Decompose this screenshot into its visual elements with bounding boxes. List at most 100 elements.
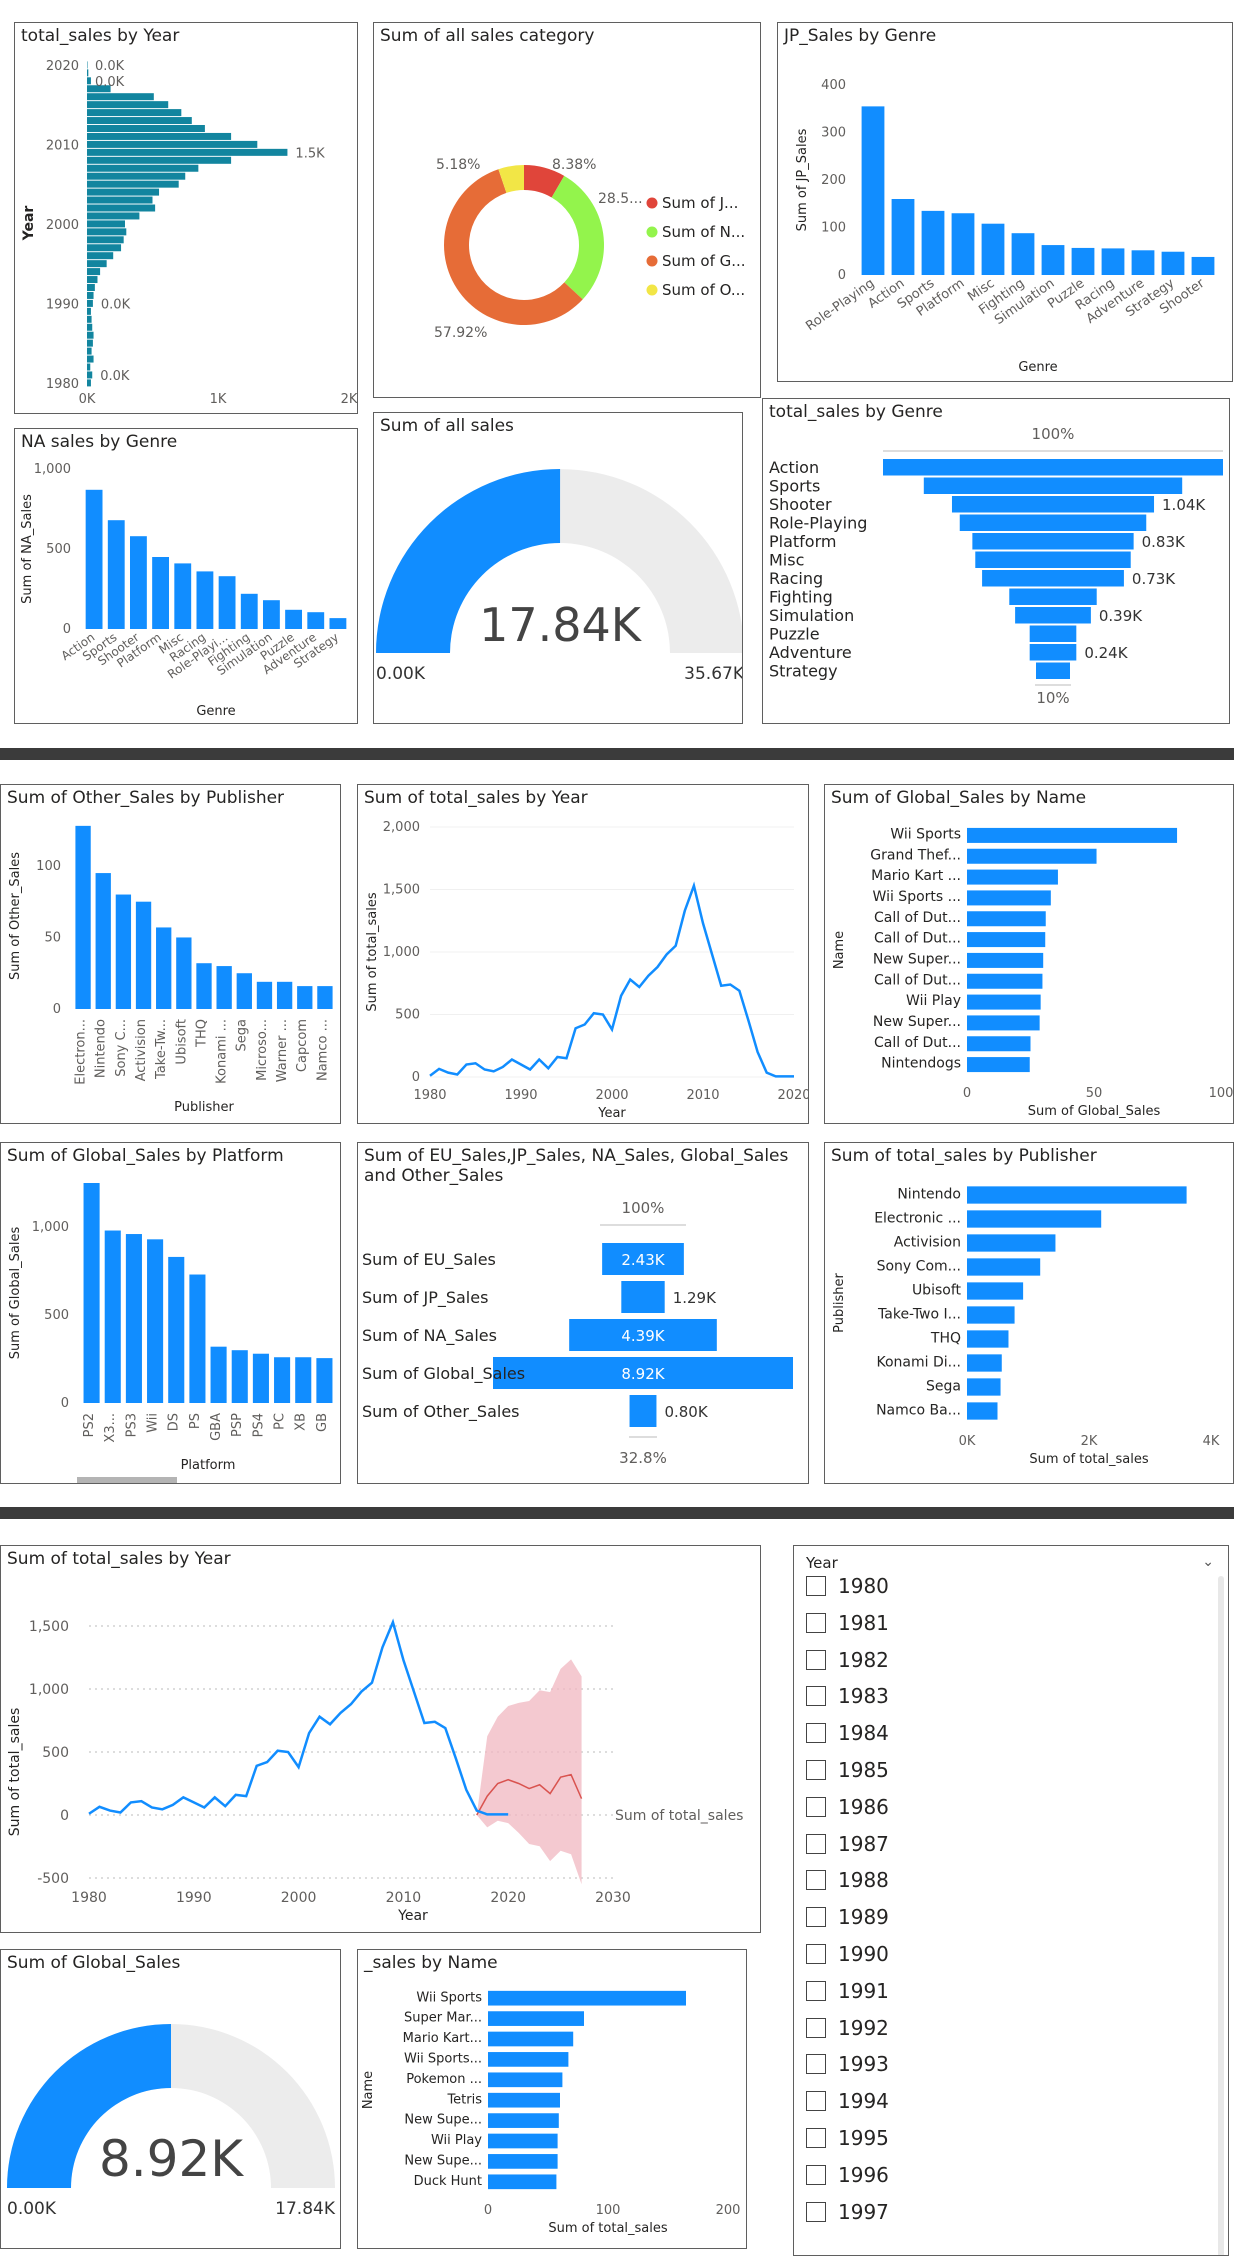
tile-total-sales-by-year-horizontal[interactable]: total_sales by Year 2020 2010 2000 1990 1980… <box>14 22 358 414</box>
tile-sales-category-donut[interactable]: Sum of all sales category 5.18% 8.38% 28.5… <box>373 22 761 398</box>
scrollbar[interactable] <box>1218 1576 1224 2255</box>
data-label: 0.0K <box>101 298 131 313</box>
data-label: 0.0K <box>95 59 125 74</box>
legend-marker <box>646 284 658 296</box>
checkbox[interactable] <box>806 1833 826 1854</box>
checkbox[interactable] <box>806 1612 826 1633</box>
slicer-item[interactable]: 1983 <box>806 1682 889 1710</box>
checkbox[interactable] <box>806 1760 826 1780</box>
bar <box>1101 248 1125 275</box>
tile-sum-all-sales-gauge[interactable]: Sum of all sales 17.84K 0.00K 35.67K <box>373 412 743 724</box>
bar <box>87 93 154 101</box>
tile-na-sales-by-genre[interactable]: NA sales by Genre Action Sports Shooter Pla… <box>14 428 358 724</box>
slicer-item[interactable]: 1996 <box>806 2161 889 2189</box>
x-axis-label: Platform <box>181 1458 236 1473</box>
checkbox[interactable] <box>806 2017 826 2038</box>
bar <box>87 323 93 331</box>
x-tick-label: Ubisoft <box>174 1019 189 1065</box>
funnel-top-pct: 100% <box>622 1199 665 1217</box>
funnel-category-label: Sum of EU_Sales <box>362 1250 496 1270</box>
data-label: 4.39K <box>621 1327 665 1345</box>
section-divider <box>0 1507 1234 1519</box>
slicer-item[interactable]: 1981 <box>806 1609 889 1637</box>
tile-global-sales-gauge[interactable]: Sum of Global_Sales 8.92K 0.00K 17.84K <box>0 1949 341 2249</box>
chart-sales-category-donut: 5.18% 8.38% 28.5... 57.92% Sum of J... Sum of… <box>434 157 746 341</box>
tile-global-sales-by-platform[interactable]: Sum of Global_Sales by Platform PS2 X3...… <box>0 1142 341 1484</box>
y-tick-label: -500 <box>37 1871 69 1887</box>
slicer-item[interactable]: 1989 <box>806 1903 889 1931</box>
chevron-down-icon[interactable]: ⌄ <box>1202 1554 1214 1570</box>
tile-total-sales-by-year-line[interactable]: Sum of total_sales by Year 2,000 1,500 1,0… <box>357 784 809 1124</box>
legend-label: Sum of O... <box>662 281 745 299</box>
bar <box>87 307 91 315</box>
bar <box>135 901 152 1009</box>
checkbox[interactable] <box>806 2091 826 2112</box>
slicer-item[interactable]: 1984 <box>806 1719 889 1747</box>
y-tick-label: 1,500 <box>383 883 420 898</box>
y-tick-label: 0 <box>53 1002 61 1017</box>
checkbox[interactable] <box>806 1980 826 2001</box>
slicer-item[interactable]: 1994 <box>806 2087 889 2115</box>
tile-sales-funnel[interactable]: Sum of EU_Sales,JP_Sales, NA_Sales, Glob… <box>357 1142 809 1484</box>
x-tick-label: 2000 <box>281 1890 317 1906</box>
checkbox[interactable] <box>806 1723 826 1744</box>
bar <box>75 825 91 1009</box>
slicer-item[interactable]: 1990 <box>806 1940 889 1968</box>
bar <box>967 827 1178 843</box>
slicer-item[interactable]: 1995 <box>806 2124 889 2152</box>
bar <box>87 204 156 212</box>
checkbox[interactable] <box>806 2164 826 2185</box>
checkbox[interactable] <box>806 2201 826 2222</box>
donut-slice <box>498 165 524 193</box>
y-tick-label: 500 <box>44 1308 69 1323</box>
checkbox[interactable] <box>806 2128 826 2148</box>
bar <box>87 268 101 276</box>
slicer-item-label: 1983 <box>838 1684 889 1709</box>
tile-other-sales-by-publisher[interactable]: Sum of Other_Sales by Publisher Electron… <box>0 784 341 1124</box>
slicer-item[interactable]: 1997 <box>806 2198 889 2226</box>
bar <box>297 986 313 1009</box>
checkbox[interactable] <box>806 1796 826 1817</box>
slicer-item[interactable]: 1992 <box>806 2014 889 2042</box>
data-label: 8.38% <box>552 157 596 173</box>
tile-total-sales-by-genre-funnel[interactable]: total_sales by Genre 100% Action Sports Sho… <box>762 398 1230 724</box>
y-tick-label: 2,000 <box>383 820 420 835</box>
slicer-item[interactable]: 1988 <box>806 1866 889 1894</box>
checkbox[interactable] <box>806 1907 826 1928</box>
checkbox[interactable] <box>806 1576 826 1596</box>
bar <box>87 260 107 268</box>
checkbox[interactable] <box>806 1686 826 1707</box>
chart-sales-by-name: Wii Sports Super Mar... Mario Kart... Wii S… <box>361 1990 740 2236</box>
tile-total-sales-by-publisher[interactable]: Sum of total_sales by Publisher Nintendo… <box>824 1142 1234 1484</box>
x-tick-label: 100 <box>596 2203 621 2218</box>
tile-year-slicer[interactable]: Year ⌄ 1980 1981 1982 1983 1984 1985 1986 1987 1… <box>793 1545 1229 2256</box>
slicer-item[interactable]: 1980 <box>806 1572 889 1600</box>
slicer-item[interactable]: 1993 <box>806 2050 889 2078</box>
checkbox[interactable] <box>806 1944 826 1964</box>
tile-total-sales-forecast[interactable]: Sum of total_sales by Year 1,500 1,000 500… <box>0 1545 761 1933</box>
funnel-bottom-pct: 10% <box>1036 689 1069 707</box>
funnel-sales-regions: 100% Sum of EU_Sales 2.43K Sum of JP_Sales 1… <box>362 1199 793 1467</box>
slicer-item-label: 1981 <box>838 1610 889 1635</box>
slicer-item[interactable]: 1987 <box>806 1830 889 1858</box>
x-tick-label: 100 <box>1209 1086 1234 1101</box>
funnel-bar <box>975 551 1131 568</box>
tile-global-sales-by-name[interactable]: Sum of Global_Sales by Name Wii Sports Gr… <box>824 784 1234 1124</box>
slicer-item[interactable]: 1985 <box>806 1756 889 1784</box>
checkbox[interactable] <box>806 1649 826 1670</box>
slicer-item-label: 1990 <box>838 1942 889 1966</box>
slicer-item[interactable]: 1982 <box>806 1646 889 1674</box>
tile-jp-sales-by-genre[interactable]: JP_Sales by Genre Role-Playing Action Spor… <box>777 22 1233 382</box>
slicer-item[interactable]: 1986 <box>806 1793 889 1821</box>
y-axis-label: Sum of total_sales <box>7 1708 23 1836</box>
slicer-item[interactable]: 1991 <box>806 1977 889 2005</box>
y-tick-label: Call of Dut... <box>874 972 961 988</box>
checkbox[interactable] <box>806 1870 826 1891</box>
checkbox[interactable] <box>806 2054 826 2075</box>
funnel-bar <box>629 1395 657 1427</box>
funnel-category-label: Platform <box>769 532 836 551</box>
tile-sales-by-name[interactable]: _sales by Name Wii Sports Super Mar... Mar… <box>357 1949 747 2249</box>
y-axis-label: Sum of Global_Sales <box>8 1227 23 1360</box>
x-tick-label: 2030 <box>595 1890 631 1906</box>
